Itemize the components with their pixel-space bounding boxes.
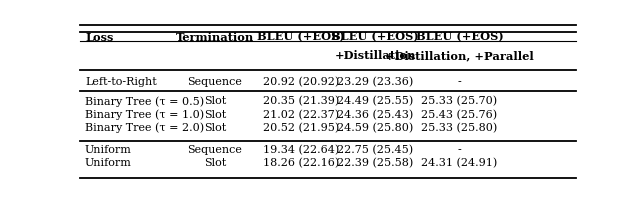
Text: Loss: Loss [85,32,113,43]
Text: 23.29 (23.36): 23.29 (23.36) [337,77,413,87]
Text: 25.33 (25.70): 25.33 (25.70) [421,96,497,107]
Text: Sequence: Sequence [188,77,243,87]
Text: 24.31 (24.91): 24.31 (24.91) [421,158,497,169]
Text: 22.39 (25.58): 22.39 (25.58) [337,158,413,169]
Text: 20.35 (21.39): 20.35 (21.39) [262,96,339,107]
Text: BLEU (+EOS): BLEU (+EOS) [257,32,344,43]
Text: Left-to-Right: Left-to-Right [85,77,157,87]
Text: Slot: Slot [204,123,226,133]
Text: Uniform: Uniform [85,159,132,169]
Text: BLEU (+EOS): BLEU (+EOS) [332,32,419,43]
Text: Binary Tree (τ = 1.0): Binary Tree (τ = 1.0) [85,110,204,120]
Text: 19.34 (22.64): 19.34 (22.64) [262,145,339,155]
Text: 22.75 (25.45): 22.75 (25.45) [337,145,413,155]
Text: 24.49 (25.55): 24.49 (25.55) [337,96,413,107]
Text: +Distillation: +Distillation [335,50,416,61]
Text: Slot: Slot [204,96,226,106]
Text: 25.43 (25.76): 25.43 (25.76) [421,110,497,120]
Text: Uniform: Uniform [85,145,132,155]
Text: -: - [458,145,461,155]
Text: +Distillation, +Parallel: +Distillation, +Parallel [385,50,534,61]
Text: 21.02 (22.37): 21.02 (22.37) [262,110,339,120]
Text: 25.33 (25.80): 25.33 (25.80) [421,123,497,133]
Text: 24.59 (25.80): 24.59 (25.80) [337,123,413,133]
Text: Binary Tree (τ = 2.0): Binary Tree (τ = 2.0) [85,123,204,133]
Text: Sequence: Sequence [188,145,243,155]
Text: BLEU (+EOS): BLEU (+EOS) [415,32,503,43]
Text: -: - [458,77,461,87]
Text: 24.36 (25.43): 24.36 (25.43) [337,110,413,120]
Text: 18.26 (22.16): 18.26 (22.16) [262,158,339,169]
Text: 20.52 (21.95): 20.52 (21.95) [262,123,339,133]
Text: 20.92 (20.92): 20.92 (20.92) [262,77,339,87]
Text: Termination: Termination [176,32,254,43]
Text: Slot: Slot [204,159,226,169]
Text: Binary Tree (τ = 0.5): Binary Tree (τ = 0.5) [85,96,204,107]
Text: Slot: Slot [204,110,226,120]
